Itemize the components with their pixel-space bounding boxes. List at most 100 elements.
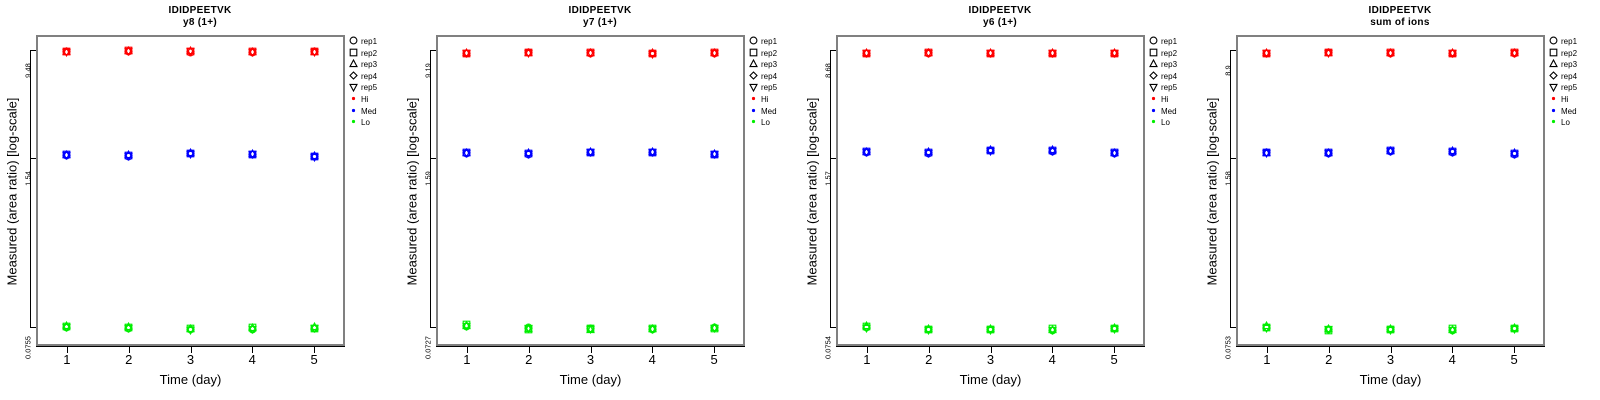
x-tick-mark [1452,346,1454,353]
square-icon [1549,48,1560,59]
data-point-marker [1447,326,1457,336]
data-point-marker [124,324,134,334]
data-point-marker [1324,149,1334,159]
x-tick-label: 2 [525,352,533,367]
data-point-marker [186,324,195,333]
data-point-marker [709,150,719,160]
data-point-marker [1047,49,1057,59]
data-point-marker [524,49,534,58]
data-point-marker [924,47,934,57]
dot-icon [749,117,760,128]
y-tick-label: 1.57 [823,171,833,186]
data-point-marker [862,324,872,333]
data-point-marker [1509,47,1519,57]
legend-item: Med [749,106,799,118]
data-point-marker [924,326,934,335]
legend-item: rep3 [749,59,799,71]
y-tick-mark [1230,158,1236,159]
y-tick-mark [430,50,436,51]
legend-item: rep3 [1549,59,1599,71]
x-axis-label: Time (day) [1359,372,1422,387]
y-axis-label: Measured (area ratio) [log-scale] [4,97,20,286]
dot-icon [349,94,360,105]
diamond-icon [1549,71,1560,82]
legend-item: rep2 [1149,48,1199,60]
legend-item: rep4 [1149,71,1199,83]
legend: rep1 rep2 rep3 rep4 rep5 Hi Med Lo [749,36,799,129]
data-point-marker [309,324,319,334]
legend-label: Lo [1561,118,1570,128]
x-tick-mark [66,346,68,353]
data-point-marker [62,48,72,57]
x-tick-mark [1390,346,1392,353]
legend-label: rep2 [1161,48,1178,58]
panel-subtitle: y8 (1+) [182,17,218,28]
data-point-marker [1509,325,1519,334]
legend-label: rep3 [761,60,778,70]
data-point-marker [309,46,319,56]
x-tick-label: 5 [310,352,318,367]
data-point-marker [1047,147,1057,157]
data-point-marker [1109,325,1119,334]
data-point-marker [1386,145,1395,155]
data-point-marker [247,325,257,335]
data-point-marker [524,150,534,160]
y-tick-label: 1.59 [423,171,433,186]
data-point-marker [862,49,872,59]
legend-label: rep2 [361,48,378,58]
panel-title: IDIDPEETVK [1368,5,1432,16]
plot-area [836,35,1145,346]
diamond-icon [349,71,360,82]
x-tick-label: 5 [710,352,718,367]
legend-item: Hi [1149,94,1199,106]
data-point-marker [709,47,719,57]
legend-label: rep5 [1161,83,1178,93]
legend-label: Med [1161,106,1177,116]
legend-label: rep1 [761,37,778,46]
y-tick-label: 0.0755 [23,336,33,359]
data-point-marker [62,46,72,56]
y-axis-line [30,50,31,328]
y-axis-line [1230,50,1231,328]
x-tick-label: 2 [1325,352,1333,367]
plot-area [1236,35,1545,346]
data-point-marker [1262,49,1272,59]
triangle-up-icon [1549,59,1560,70]
legend-label: Hi [761,94,769,104]
x-tick-label: 4 [1048,352,1056,367]
data-point-marker [186,326,195,335]
legend-item: rep3 [349,59,399,71]
legend-item: Med [1149,106,1199,118]
y-tick-mark [1230,327,1236,328]
legend-item: Hi [1549,94,1599,106]
y-tick-label: 8.68 [823,63,833,78]
data-point-marker [524,324,534,334]
dot-icon [1549,106,1560,117]
legend-label: rep1 [361,37,378,46]
panel-title: IDIDPEETVK [968,5,1032,16]
x-tick-label: 3 [186,352,195,367]
square-icon [1149,48,1160,59]
x-tick-label: 1 [63,352,71,367]
data-point-marker [1509,150,1519,160]
legend-label: Hi [1561,94,1569,104]
data-point-marker [1509,49,1519,59]
data-point-marker [986,147,995,156]
data-point-marker [1324,47,1334,57]
data-point-marker [1386,326,1395,335]
dot-icon [349,117,360,128]
legend-item: Lo [349,117,399,129]
data-point-marker [586,49,595,59]
legend-item: Lo [749,117,799,129]
data-point-marker [1324,49,1334,58]
data-point-marker [986,326,995,335]
data-point-marker [647,48,657,57]
legend-label: rep4 [761,71,778,81]
x-tick-label: 2 [125,352,133,367]
legend-item: rep5 [1549,82,1599,94]
data-point-marker [647,148,657,158]
data-point-marker [1109,49,1119,59]
data-point-marker [986,49,995,59]
triangle-down-icon [749,83,760,94]
